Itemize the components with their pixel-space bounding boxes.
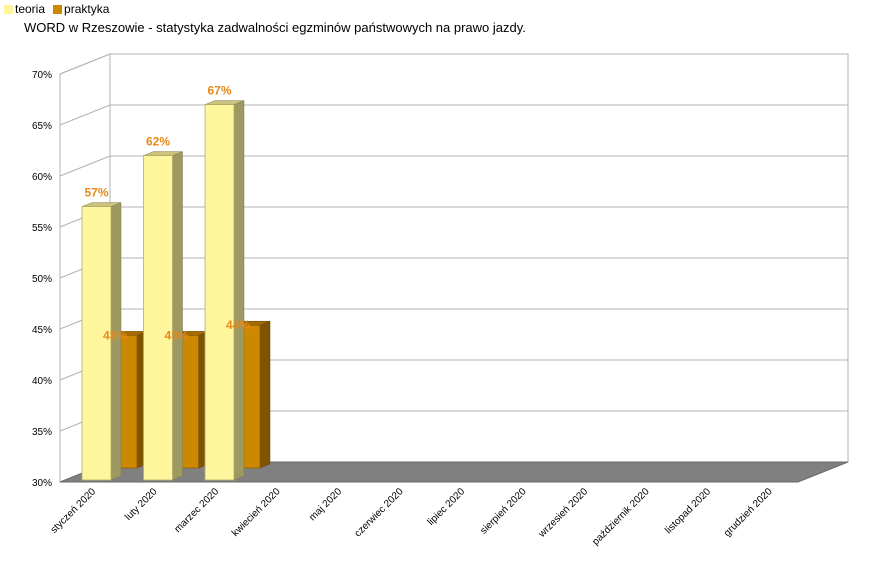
y-tick-label: 30% — [32, 478, 52, 489]
legend-label-praktyka: praktyka — [64, 2, 110, 16]
data-label-teoria: 67% — [207, 84, 231, 98]
x-tick-label: sierpień 2020 — [478, 486, 529, 537]
data-label-praktyka: 43% — [164, 328, 188, 342]
y-tick-label: 55% — [32, 223, 52, 234]
gridline-side — [59, 104, 111, 126]
legend-swatch-praktyka — [53, 4, 63, 14]
bar-praktyka-2-side — [259, 320, 271, 469]
x-tick-label: maj 2020 — [307, 486, 344, 523]
bar-teoria-1-side — [172, 151, 183, 481]
y-tick-label: 65% — [32, 121, 52, 132]
bar-teoria-1 — [143, 155, 173, 481]
bar-teoria-2-side — [233, 100, 245, 481]
legend-item-teoria: teoria — [4, 2, 45, 16]
x-tick-label: lipiec 2020 — [426, 486, 468, 528]
x-tick-label: luty 2020 — [123, 486, 160, 523]
x-tick-label: styczeń 2020 — [49, 486, 99, 536]
x-tick-label: październik 2020 — [590, 486, 652, 548]
data-label-praktyka: 43% — [103, 328, 127, 342]
legend-swatch-teoria — [4, 4, 13, 14]
bar-teoria-0 — [81, 206, 112, 481]
legend-item-praktyka: praktyka — [53, 2, 109, 16]
legend-label-teoria: teoria — [15, 2, 46, 16]
legend: teoria praktyka — [4, 2, 113, 16]
data-label-teoria: 57% — [84, 186, 108, 200]
y-tick-label: 50% — [32, 274, 52, 285]
data-label-praktyka: 44% — [226, 318, 250, 332]
gridline-side — [59, 155, 111, 177]
x-tick-label: kwiecień 2020 — [230, 486, 283, 539]
chart-title: WORD w Rzeszowie - statystyka zadwalnośc… — [24, 20, 526, 35]
gridline-side — [59, 53, 111, 75]
bar-teoria-2 — [204, 104, 235, 481]
x-tick-label: czerwiec 2020 — [353, 486, 406, 539]
data-label-teoria: 62% — [146, 135, 170, 149]
x-tick-label: marzec 2020 — [172, 486, 221, 535]
x-tick-label: grudzień 2020 — [722, 486, 775, 539]
y-tick-label: 70% — [32, 70, 52, 81]
y-tick-label: 35% — [32, 427, 52, 438]
y-tick-label: 60% — [32, 172, 52, 183]
y-tick-label: 45% — [32, 325, 52, 336]
y-tick-label: 40% — [32, 376, 52, 387]
x-tick-label: wrzesień 2020 — [536, 486, 590, 540]
x-tick-label: listopad 2020 — [663, 486, 713, 536]
